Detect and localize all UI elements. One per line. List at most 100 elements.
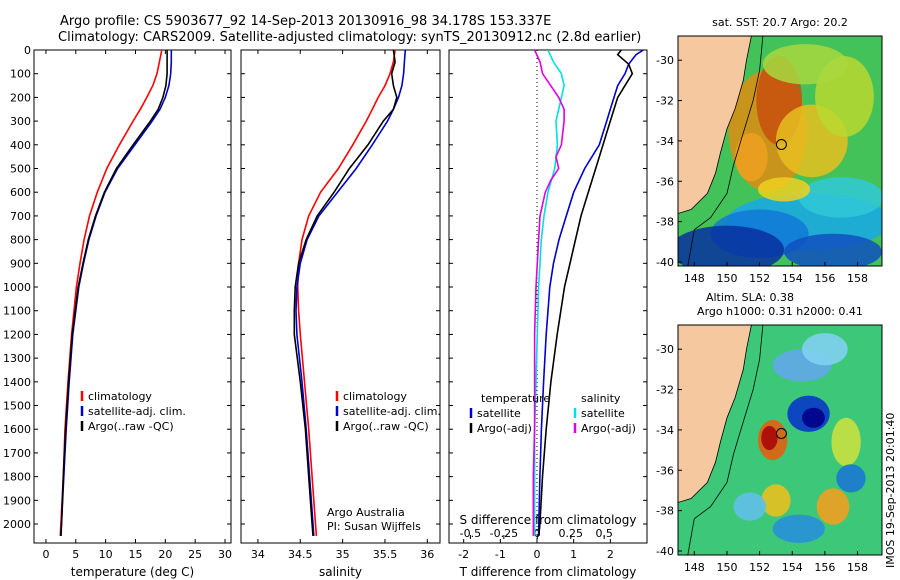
sst-map-blob bbox=[762, 44, 848, 85]
temperature-ytick-label: 1300 bbox=[3, 352, 31, 365]
temperature-ytick-label: 0 bbox=[24, 44, 31, 57]
temperature-ytick-label: 2000 bbox=[3, 518, 31, 531]
header-line-2: Climatology: CARS2009. Satellite-adjuste… bbox=[58, 30, 642, 45]
sst-map-xtick-label: 152 bbox=[749, 272, 770, 285]
temperature-legend-label-0: climatology bbox=[88, 390, 152, 403]
sla-map-blob bbox=[733, 492, 767, 521]
temperature-ytick-label: 100 bbox=[10, 68, 31, 81]
header-line-1: Argo profile: CS 5903677_92 14-Sep-2013 … bbox=[60, 14, 552, 29]
salinity-xtick-label: 36 bbox=[420, 548, 434, 561]
temperature-ytick-label: 1700 bbox=[3, 447, 31, 460]
salinity-line-argorawqc bbox=[293, 50, 398, 536]
difference-T-xtick-label: -2 bbox=[458, 548, 469, 561]
difference-legend-T-label-0: satellite bbox=[477, 407, 521, 420]
temperature-ytick-label: 1600 bbox=[3, 423, 31, 436]
sla-map-ytick-label: -40 bbox=[656, 545, 674, 558]
difference-T-xtick-label: 2 bbox=[607, 548, 614, 561]
sla-map-float-marker bbox=[775, 428, 787, 440]
temperature-ytick-label: 700 bbox=[10, 210, 31, 223]
difference-S-xtick-label: 0.25 bbox=[558, 527, 583, 540]
temperature-xtick-label: 30 bbox=[218, 548, 232, 561]
sst-map-ytick-label: -36 bbox=[656, 175, 674, 188]
temperature-ytick-label: 600 bbox=[10, 186, 31, 199]
temperature-ytick-label: 1200 bbox=[3, 328, 31, 341]
sst-map-shelf-contour bbox=[687, 36, 764, 266]
sla-map-xtick-label: 154 bbox=[782, 561, 803, 574]
difference-line-targoadj bbox=[538, 50, 634, 536]
sst-map-blob bbox=[735, 132, 768, 182]
difference-legend-T-title: temperature bbox=[481, 392, 550, 405]
temperature-ytick-label: 1800 bbox=[3, 471, 31, 484]
sla-map-land bbox=[678, 325, 752, 503]
sla-map-xtick-label: 150 bbox=[716, 561, 737, 574]
temperature-xtick-label: 15 bbox=[128, 548, 142, 561]
difference-S-xtick-label: -0.5 bbox=[460, 527, 481, 540]
sst-map-ytick-label: -32 bbox=[656, 95, 674, 108]
salinity-line-climatology bbox=[296, 50, 396, 536]
sla-map-xtick-label: 152 bbox=[749, 561, 770, 574]
difference-panel: -2 -1 0 1 2 T difference from climatology -0.5… bbox=[448, 49, 648, 579]
salinity-line-satelliteadjclim bbox=[295, 50, 407, 536]
salinity-xtick-label: 35 bbox=[336, 548, 350, 561]
difference-legend-S-label-0: satellite bbox=[581, 407, 625, 420]
sla-map-frame bbox=[677, 324, 883, 556]
sla-map-blob bbox=[761, 425, 778, 451]
sla-map-blob bbox=[761, 484, 791, 517]
salinity-annotation-2: PI: Susan Wijffels bbox=[327, 520, 421, 533]
temperature-xtick-label: 10 bbox=[99, 548, 113, 561]
sla-map-xtick-label: 148 bbox=[684, 561, 705, 574]
temperature-panel: 0100200300400500600700800900100011001200… bbox=[3, 44, 232, 579]
temperature-ytick-label: 500 bbox=[10, 163, 31, 176]
difference-T-xtick-label: -1 bbox=[495, 548, 506, 561]
sst-map-panel: 148 150 152 154 156 158 -30 -32 -34 -36 -38 -40 sat.… bbox=[656, 16, 883, 285]
sla-map-subtitle: Argo h1000: 0.31 h2000: 0.41 bbox=[697, 305, 863, 318]
salinity-xtick-label: 34 bbox=[251, 548, 265, 561]
difference-T-xtick-label: 0 bbox=[534, 548, 541, 561]
salinity-legend-label-1: satellite-adj. clim. bbox=[343, 405, 441, 418]
temperature-ytick-label: 1500 bbox=[3, 400, 31, 413]
salinity-xtick-label: 35.5 bbox=[373, 548, 398, 561]
salinity-legend-label-0: climatology bbox=[343, 390, 407, 403]
temperature-line-argorawqc bbox=[60, 50, 168, 536]
sla-map-blob bbox=[836, 464, 866, 493]
difference-frame bbox=[448, 49, 648, 544]
sla-map-ytick-label: -30 bbox=[656, 343, 674, 356]
difference-S-xtick-label: 0.5 bbox=[595, 527, 613, 540]
temperature-frame bbox=[33, 49, 232, 544]
difference-S-xlabel: S difference from climatology bbox=[460, 513, 637, 527]
difference-legend-S-label-1: Argo(-adj) bbox=[581, 422, 636, 435]
side-stamp: IMOS 19-Sep-2013 20:01:40 bbox=[884, 412, 897, 568]
sla-map-ytick-label: -36 bbox=[656, 464, 674, 477]
salinity-series-group bbox=[293, 50, 407, 536]
sst-map-ytick-label: -40 bbox=[656, 256, 674, 269]
difference-S-xtick-label: 0 bbox=[534, 527, 541, 540]
sla-map-xtick-label: 156 bbox=[814, 561, 835, 574]
temperature-ytick-label: 200 bbox=[10, 91, 31, 104]
difference-T-xlabel: T difference from climatology bbox=[459, 565, 637, 579]
salinity-annotation-1: Argo Australia bbox=[327, 506, 405, 519]
sla-map-panel: 148 150 152 154 156 158 -30 -32 -34 -36 -38 -40 Alti… bbox=[656, 291, 883, 574]
temperature-ytick-label: 300 bbox=[10, 115, 31, 128]
difference-S-xtick-label: -0.25 bbox=[490, 527, 518, 540]
temperature-ytick-label: 1400 bbox=[3, 376, 31, 389]
difference-legend-S-title: salinity bbox=[581, 392, 621, 405]
sst-map-xtick-label: 154 bbox=[782, 272, 803, 285]
sla-map-blob bbox=[802, 333, 848, 366]
sla-map-ytick-label: -34 bbox=[656, 424, 674, 437]
sst-map-ytick-label: -38 bbox=[656, 216, 674, 229]
sla-map-blob bbox=[802, 407, 825, 428]
sst-map-xtick-label: 148 bbox=[684, 272, 705, 285]
sst-map-float-marker bbox=[775, 139, 787, 151]
sla-map-blob bbox=[816, 488, 850, 525]
difference-series-group bbox=[532, 50, 644, 536]
salinity-xtick-label: 34.5 bbox=[288, 548, 313, 561]
sst-map-land bbox=[678, 36, 752, 214]
difference-T-xtick-label: 1 bbox=[570, 548, 577, 561]
difference-legend-T-label-1: Argo(-adj) bbox=[477, 422, 532, 435]
temperature-xtick-label: 25 bbox=[188, 548, 202, 561]
temperature-ytick-label: 900 bbox=[10, 257, 31, 270]
salinity-xlabel: salinity bbox=[319, 565, 362, 579]
sst-map-field bbox=[678, 36, 882, 266]
sla-map-ytick-label: -38 bbox=[656, 505, 674, 518]
sla-map-field bbox=[678, 325, 882, 555]
